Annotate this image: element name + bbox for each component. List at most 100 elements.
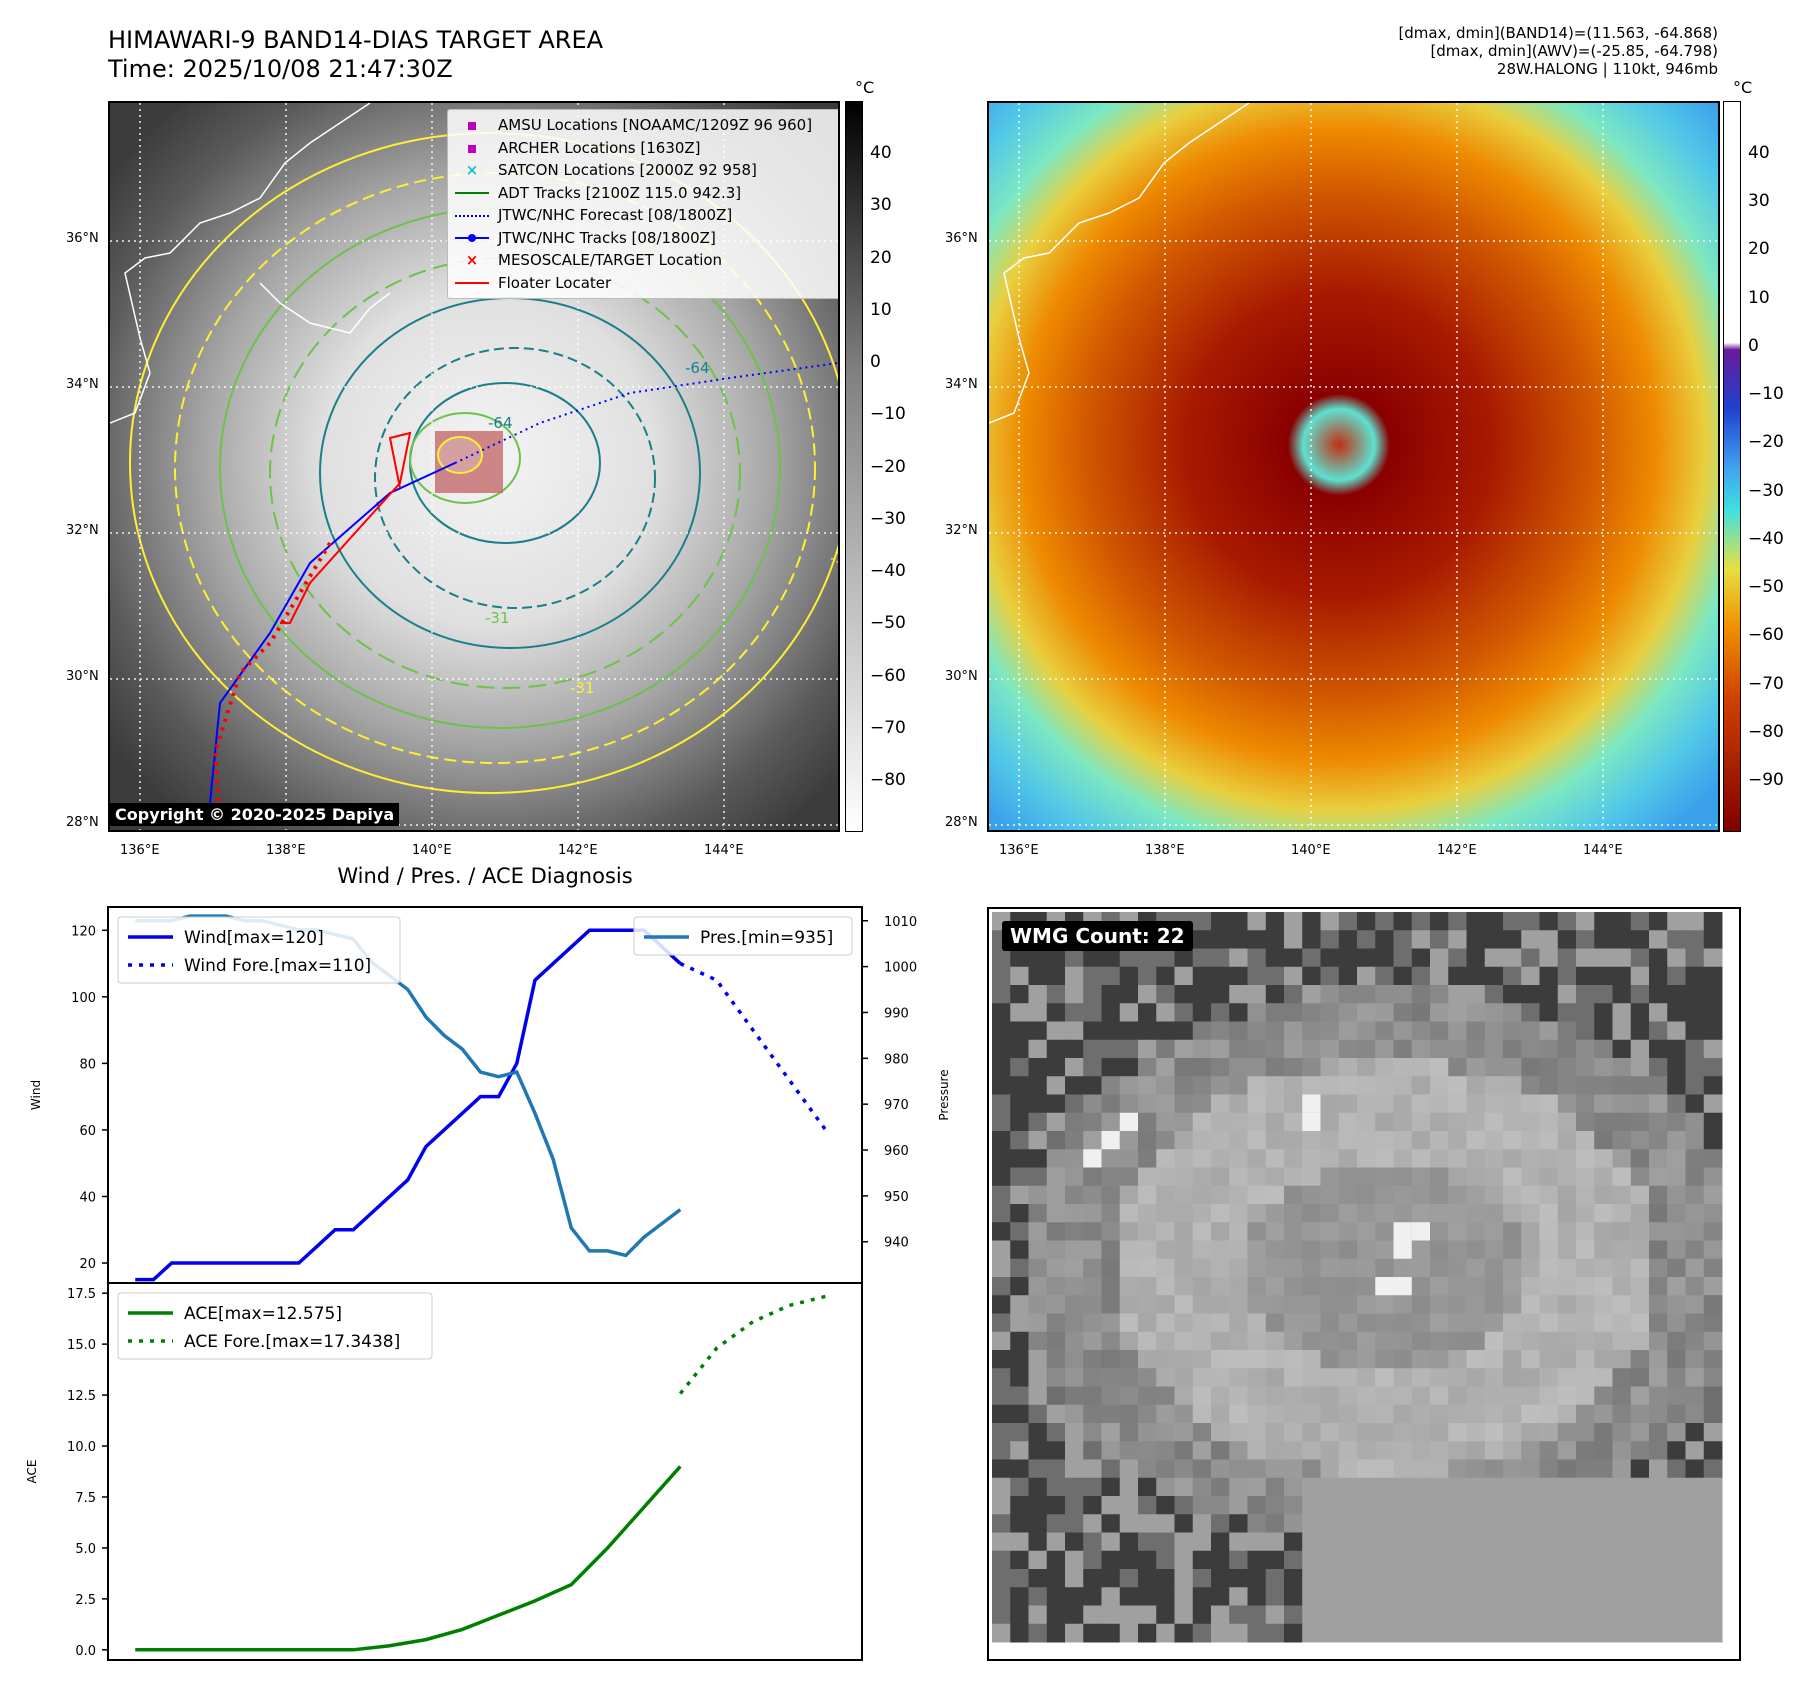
wmg-pixel bbox=[1320, 930, 1340, 949]
wmg-pixel bbox=[1411, 1496, 1431, 1515]
wmg-pixel bbox=[1484, 1477, 1504, 1497]
wmg-pixel bbox=[1247, 1496, 1267, 1515]
wmg-pixel bbox=[1138, 1258, 1157, 1278]
wmg-pixel bbox=[1448, 1350, 1467, 1369]
wmg-pixel bbox=[1119, 985, 1139, 1004]
wmg-pixel bbox=[1484, 1587, 1504, 1606]
wmg-pixel bbox=[1484, 966, 1504, 986]
wmg-pixel bbox=[1028, 1295, 1048, 1314]
wmg-pixel bbox=[1521, 1386, 1540, 1406]
wmg-pixel bbox=[1430, 1258, 1449, 1278]
wmg-pixel bbox=[1649, 966, 1668, 986]
wmg-pixel bbox=[1576, 1532, 1595, 1552]
wmg-pixel bbox=[1211, 1258, 1230, 1278]
wmg-pixel bbox=[1685, 1441, 1705, 1460]
wmg-pixel bbox=[1630, 1459, 1650, 1479]
wmg-pixel bbox=[1430, 1477, 1449, 1497]
wmg-pixel bbox=[1265, 1459, 1285, 1479]
wmg-pixel bbox=[1685, 930, 1705, 949]
legend-entry: Floater Locater bbox=[454, 272, 838, 295]
wmg-pixel bbox=[1448, 1514, 1467, 1533]
wmg-pixel bbox=[1192, 1331, 1212, 1351]
wmg-pixel bbox=[1576, 966, 1595, 986]
wmg-pixel bbox=[1065, 1058, 1084, 1077]
wmg-pixel bbox=[1703, 1003, 1723, 1022]
wmg-pixel bbox=[1612, 1204, 1632, 1223]
wmg-pixel bbox=[1393, 1514, 1413, 1533]
wmg-pixel bbox=[1211, 1021, 1230, 1041]
wmg-pixel bbox=[1046, 1295, 1066, 1314]
wmg-pixel bbox=[1320, 1587, 1340, 1606]
wmg-pixel bbox=[1393, 1021, 1413, 1041]
wmg-pixel bbox=[1284, 1441, 1303, 1460]
wmg-pixel bbox=[1174, 1240, 1194, 1260]
wmg-pixel bbox=[1576, 1039, 1595, 1059]
page-title: HIMAWARI-9 BAND14-DIAS TARGET AREA Time:… bbox=[108, 26, 603, 84]
wmg-pixel bbox=[1466, 1386, 1486, 1406]
wmg-pixel bbox=[1046, 1313, 1066, 1333]
wmg-pixel bbox=[1667, 1368, 1686, 1387]
wmg-pixel bbox=[1703, 1404, 1723, 1424]
wmg-pixel bbox=[1448, 1368, 1467, 1387]
wmg-pixel bbox=[1411, 1623, 1431, 1643]
wmg-pixel bbox=[1083, 1569, 1102, 1588]
wmg-pixel bbox=[1010, 1039, 1029, 1059]
wmg-pixel bbox=[1065, 1185, 1084, 1205]
wmg-pixel bbox=[1375, 1295, 1394, 1314]
wmg-pixel bbox=[1466, 1459, 1486, 1479]
wmg-pixel bbox=[1138, 1295, 1157, 1314]
wmg-pixel bbox=[1667, 1623, 1686, 1643]
wmg-pixel bbox=[1046, 1167, 1066, 1187]
wmg-pixel bbox=[992, 1222, 1011, 1241]
wmg-pixel bbox=[1247, 1569, 1267, 1588]
wmg-pixel bbox=[1028, 1204, 1048, 1223]
wmg-pixel bbox=[1503, 1167, 1522, 1187]
wmg-pixel bbox=[1010, 1076, 1029, 1095]
wmg-pixel bbox=[1010, 1313, 1029, 1333]
wmg-pixel bbox=[1612, 1514, 1632, 1533]
wmg-pixel bbox=[1119, 1423, 1139, 1442]
wmg-pixel bbox=[1284, 966, 1303, 986]
colorbar-tick-label: 10 bbox=[1748, 287, 1770, 308]
wmg-pixel bbox=[1138, 1240, 1157, 1260]
lon-tick-label: 142°E bbox=[558, 843, 598, 858]
wmg-pixel bbox=[1576, 1368, 1595, 1387]
wmg-pixel bbox=[992, 1532, 1011, 1552]
wmg-pixel bbox=[1430, 1185, 1449, 1205]
wmg-pixel bbox=[1119, 1331, 1139, 1351]
wmg-pixel bbox=[1284, 1295, 1303, 1314]
wmg-pixel bbox=[1119, 1623, 1139, 1643]
ace-tick-label: 12.5 bbox=[67, 1389, 96, 1404]
wmg-pixel bbox=[1046, 1131, 1066, 1150]
wmg-pixel bbox=[1557, 1076, 1577, 1095]
wmg-pixel bbox=[1649, 1039, 1668, 1059]
wmg-pixel bbox=[1375, 1587, 1394, 1606]
wmg-pixel bbox=[1685, 1514, 1705, 1533]
wmg-pixel bbox=[1229, 1350, 1248, 1369]
wmg-pixel bbox=[1649, 1514, 1668, 1533]
lon-tick-label: 142°E bbox=[1437, 843, 1477, 858]
wmg-pixel bbox=[1138, 1605, 1157, 1625]
wmg-pixel bbox=[1320, 1204, 1340, 1223]
colorbar-tick-label: 10 bbox=[870, 299, 892, 320]
wmg-pixel bbox=[1192, 1076, 1212, 1095]
wmg-pixel bbox=[1612, 1094, 1632, 1114]
wmg-pixel bbox=[1576, 1331, 1595, 1351]
wmg-pixel bbox=[1685, 1350, 1705, 1369]
wmg-pixel bbox=[1557, 1058, 1577, 1077]
wmg-pixel bbox=[1703, 1550, 1723, 1570]
wmg-pixel bbox=[1649, 1058, 1668, 1077]
wmg-pixel bbox=[1649, 1277, 1668, 1296]
wmg-pixel bbox=[1028, 1550, 1048, 1570]
awv-map-image bbox=[989, 103, 1718, 830]
wmg-pixel bbox=[1284, 1277, 1303, 1296]
wmg-pixel bbox=[1393, 1623, 1413, 1643]
wmg-pixel bbox=[1119, 1386, 1139, 1406]
wmg-pixel bbox=[1192, 1094, 1212, 1114]
legend-label: AMSU Locations [NOAAMC/1209Z 96 960] bbox=[498, 116, 813, 135]
wmg-pixel bbox=[1302, 912, 1321, 931]
wmg-pixel bbox=[1265, 1295, 1285, 1314]
wmg-pixel bbox=[1083, 1058, 1102, 1077]
wmg-pixel bbox=[1357, 1550, 1376, 1570]
legend-marker-icon bbox=[454, 206, 490, 224]
